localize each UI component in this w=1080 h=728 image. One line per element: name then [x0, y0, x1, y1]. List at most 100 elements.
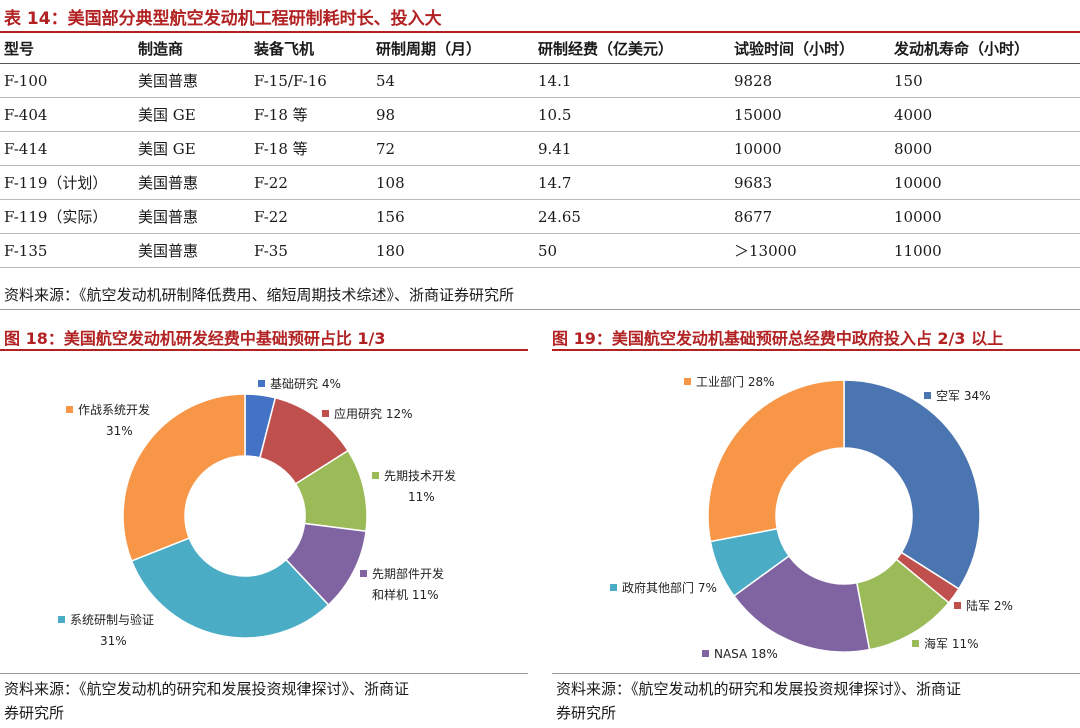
- table-cell: F-15/F-16: [250, 63, 372, 98]
- slice-label-0: 空军 34%: [936, 389, 991, 403]
- table-cell: 美国 GE: [134, 131, 250, 166]
- chart-18-title: 图 18：美国航空发动机研发经费中基础预研占比 1/3: [4, 329, 386, 348]
- table-cell: F-22: [250, 165, 372, 200]
- chart-19-donut: 空军 34% 陆军 2% 海军 11% NASA 18% 政府其他部门 7% 工业部门 2…: [610, 374, 1013, 661]
- slice-label-3: 先期部件开发和样机 11%: [372, 566, 444, 602]
- chart-19-title-rule: [552, 349, 1080, 351]
- table-cell: 美国普惠: [134, 199, 250, 234]
- table-cell: 美国普惠: [134, 63, 250, 98]
- table-cell: ＞13000: [730, 233, 890, 268]
- slice-label-0: 基础研究 4%: [270, 376, 341, 391]
- slice-label-4: 政府其他部门 7%: [622, 580, 717, 595]
- slice-label-4: 系统研制与验证 31%: [70, 612, 154, 648]
- legend-marker-5: [66, 406, 73, 413]
- chart-19-source-line1: 资料来源：《航空发动机的研究和发展投资规律探讨》、浙商证: [556, 680, 962, 698]
- chart-18-donut: 基础研究 4% 应用研究 12% 先期技术开发 11% 先期部件开发和样机 11% 系统研…: [58, 376, 456, 648]
- table-cell: 15000: [730, 97, 890, 132]
- legend-marker-3: [702, 650, 709, 657]
- legend-marker-4: [58, 616, 65, 623]
- table-cell: 50: [534, 233, 730, 268]
- legend-marker-1: [322, 410, 329, 417]
- table-header-cell: 发动机寿命（小时）: [890, 33, 1080, 64]
- legend-marker-3: [360, 570, 367, 577]
- chart-19-title: 图 19：美国航空发动机基础预研总经费中政府投入占 2/3 以上: [552, 329, 1004, 348]
- table-cell: 4000: [890, 97, 1080, 132]
- legend-marker-0: [258, 380, 265, 387]
- table-cell: 24.65: [534, 199, 730, 234]
- table-header-row: 型号 制造商 装备飞机 研制周期（月） 研制经费（亿美元） 试验时间（小时） 发动机寿命（小…: [0, 33, 1080, 64]
- table-cell: 156: [372, 199, 534, 234]
- table-cell: F-414: [0, 131, 134, 166]
- chart-18-source-line2: 券研究所: [4, 704, 65, 722]
- donut-slice-0: [843, 379, 981, 590]
- legend-marker-0: [924, 392, 931, 399]
- table-cell: 11000: [890, 233, 1080, 268]
- slice-label-5: 作战系统开发 31%: [78, 402, 150, 438]
- table-cell: F-119（计划）: [0, 165, 134, 200]
- table-cell: 150: [890, 63, 1080, 98]
- chart-19-source-line2: 券研究所: [556, 704, 617, 722]
- table-cell: F-18 等: [250, 131, 372, 166]
- table-cell: 美国普惠: [134, 165, 250, 200]
- donut-slice-5: [122, 393, 246, 562]
- table-row: F-119（实际） 美国普惠 F-22 156 24.65 8677 10000: [0, 199, 1080, 234]
- table-header-cell: 研制经费（亿美元）: [534, 33, 730, 64]
- table-title: 表 14：美国部分典型航空发动机工程研制耗时长、投入大: [4, 9, 442, 29]
- table-cell: F-404: [0, 97, 134, 132]
- table-cell: 98: [372, 97, 534, 132]
- slice-label-2: 先期技术开发 11%: [384, 468, 456, 504]
- table-cell: 8677: [730, 199, 890, 234]
- chart-18-source-rule: [0, 673, 528, 674]
- table-source: 资料来源：《航空发动机研制降低费用、缩短周期技术综述》、浙商证券研究所: [4, 286, 515, 304]
- table-header-cell: 试验时间（小时）: [730, 33, 890, 64]
- table-header-cell: 制造商: [134, 33, 250, 64]
- legend-marker-5: [684, 378, 691, 385]
- table-cell: 美国 GE: [134, 97, 250, 132]
- table-cell: 10000: [890, 165, 1080, 200]
- table-cell: 10000: [730, 131, 890, 166]
- table-row: F-119（计划） 美国普惠 F-22 108 14.7 9683 10000: [0, 165, 1080, 200]
- table-cell: F-35: [250, 233, 372, 268]
- table-cell: 180: [372, 233, 534, 268]
- legend-marker-1: [954, 602, 961, 609]
- table-cell: 9683: [730, 165, 890, 200]
- table-cell: F-119（实际）: [0, 199, 134, 234]
- table-header-cell: 研制周期（月）: [372, 33, 534, 64]
- table-header-cell: 型号: [0, 33, 134, 64]
- table-cell: F-18 等: [250, 97, 372, 132]
- table-header-cell: 装备飞机: [250, 33, 372, 64]
- slice-label-2: 海军 11%: [924, 636, 979, 651]
- table-cell: F-22: [250, 199, 372, 234]
- slice-label-1: 陆军 2%: [966, 598, 1013, 613]
- table-cell: 10.5: [534, 97, 730, 132]
- donut-slice-4: [130, 537, 330, 639]
- table-cell: 54: [372, 63, 534, 98]
- legend-marker-4: [610, 584, 617, 591]
- slice-label-5: 工业部门 28%: [696, 374, 775, 389]
- table-row: F-414 美国 GE F-18 等 72 9.41 10000 8000: [0, 131, 1080, 166]
- chart-19-source-rule: [552, 673, 1080, 674]
- table-cell: 108: [372, 165, 534, 200]
- table-row: F-135 美国普惠 F-35 180 50 ＞13000 11000: [0, 233, 1080, 268]
- table-row: F-100 美国普惠 F-15/F-16 54 14.1 9828 150: [0, 63, 1080, 98]
- table-cell: F-100: [0, 63, 134, 98]
- chart-18-title-rule: [0, 349, 528, 351]
- slice-label-3: NASA 18%: [714, 647, 778, 661]
- table-row: F-404 美国 GE F-18 等 98 10.5 15000 4000: [0, 97, 1080, 132]
- table-cell: 8000: [890, 131, 1080, 166]
- table-cell: F-135: [0, 233, 134, 268]
- table-source-rule: [0, 309, 1080, 310]
- legend-marker-2: [912, 640, 919, 647]
- slice-label-1: 应用研究 12%: [334, 406, 413, 421]
- table-cell: 72: [372, 131, 534, 166]
- table-cell: 美国普惠: [134, 233, 250, 268]
- table-cell: 9828: [730, 63, 890, 98]
- legend-marker-2: [372, 472, 379, 479]
- donut-slice-5: [707, 379, 845, 543]
- table-cell: 14.1: [534, 63, 730, 98]
- table-cell: 9.41: [534, 131, 730, 166]
- table-cell: 10000: [890, 199, 1080, 234]
- engine-table: 型号 制造商 装备飞机 研制周期（月） 研制经费（亿美元） 试验时间（小时） 发动机寿命（小…: [0, 33, 1080, 268]
- table-title-rule: [0, 31, 1080, 33]
- table-cell: 14.7: [534, 165, 730, 200]
